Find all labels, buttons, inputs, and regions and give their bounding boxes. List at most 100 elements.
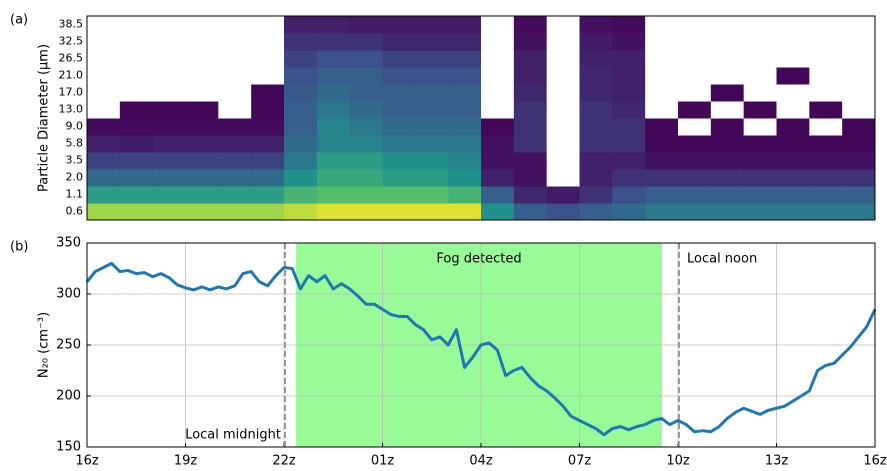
heat-cell <box>448 118 481 136</box>
heat-cell <box>350 135 383 153</box>
heat-cell <box>87 16 120 34</box>
heat-cell <box>678 33 711 51</box>
heat-cell <box>383 67 416 85</box>
heat-cell <box>218 33 251 51</box>
heat-cell <box>842 203 875 221</box>
heat-cell <box>809 203 842 221</box>
heat-cell <box>317 135 350 153</box>
heat-cell <box>87 84 120 102</box>
heat-cell <box>186 169 219 187</box>
y-tick-label: 250 <box>56 338 81 353</box>
y-tick-label: 1.1 <box>66 188 84 201</box>
heat-cell <box>251 169 284 187</box>
heat-cell <box>481 203 514 221</box>
heat-cell <box>744 84 777 102</box>
heat-cell <box>284 186 317 204</box>
heat-cell <box>87 186 120 204</box>
heat-cell <box>186 186 219 204</box>
heat-cell <box>251 186 284 204</box>
heat-cell <box>809 33 842 51</box>
heat-cell <box>186 84 219 102</box>
heat-cell <box>186 33 219 51</box>
heat-cell <box>350 152 383 170</box>
heat-cell <box>153 118 186 136</box>
heat-cell <box>251 33 284 51</box>
heat-cell <box>284 135 317 153</box>
heat-cell <box>383 186 416 204</box>
y-tick-label: 3.5 <box>66 154 84 167</box>
heat-cell <box>842 84 875 102</box>
heat-cell <box>744 118 777 136</box>
heat-cell <box>809 16 842 34</box>
heat-cell <box>448 152 481 170</box>
heat-cell <box>350 84 383 102</box>
heat-cell <box>514 16 547 34</box>
heat-cell <box>580 152 613 170</box>
heat-cell <box>514 203 547 221</box>
heat-cell <box>711 203 744 221</box>
heat-cell <box>317 203 350 221</box>
heat-cell <box>481 186 514 204</box>
heat-cell <box>218 50 251 68</box>
heat-cell <box>481 50 514 68</box>
heat-cell <box>645 84 678 102</box>
x-tick-label: 04z <box>469 454 493 468</box>
heat-cell <box>317 118 350 136</box>
heat-cell <box>317 169 350 187</box>
heat-cell <box>153 16 186 34</box>
heat-cell <box>547 84 580 102</box>
heat-cell <box>218 203 251 221</box>
heat-cell <box>284 101 317 119</box>
heat-cell <box>120 152 153 170</box>
heat-cell <box>153 84 186 102</box>
heat-cell <box>448 203 481 221</box>
heat-cell <box>777 16 810 34</box>
heat-cell <box>547 101 580 119</box>
panel-label: (a) <box>10 13 28 28</box>
heat-cell <box>284 152 317 170</box>
heat-cell <box>580 135 613 153</box>
heat-cell <box>415 50 448 68</box>
heat-cell <box>251 16 284 34</box>
heat-cell <box>448 186 481 204</box>
heat-cell <box>383 118 416 136</box>
heat-cell <box>186 16 219 34</box>
heat-cell <box>153 169 186 187</box>
heat-cell <box>744 50 777 68</box>
x-tick-label: 19z <box>174 454 198 468</box>
heat-cell <box>809 118 842 136</box>
heat-cell <box>612 203 645 221</box>
heat-cell <box>777 169 810 187</box>
heat-cell <box>186 67 219 85</box>
heat-cell <box>415 16 448 34</box>
heat-cell <box>678 101 711 119</box>
heat-cell <box>448 16 481 34</box>
heat-cell <box>87 101 120 119</box>
heat-cell <box>744 169 777 187</box>
heat-cell <box>678 67 711 85</box>
heat-cell <box>284 50 317 68</box>
heat-cell <box>580 203 613 221</box>
heat-cell <box>448 84 481 102</box>
heat-cell <box>415 33 448 51</box>
heat-cell <box>383 135 416 153</box>
y-axis-label: N₂₀ (cm⁻³) <box>37 312 52 378</box>
heat-cell <box>284 67 317 85</box>
heat-cell <box>317 50 350 68</box>
heat-cell <box>481 135 514 153</box>
heat-cell <box>448 101 481 119</box>
heat-cell <box>514 67 547 85</box>
heat-cell <box>448 33 481 51</box>
heat-cell <box>580 186 613 204</box>
heat-cell <box>251 152 284 170</box>
heat-cell <box>186 118 219 136</box>
heat-cell <box>120 118 153 136</box>
heat-cell <box>547 118 580 136</box>
heat-cell <box>514 118 547 136</box>
heat-cell <box>612 101 645 119</box>
heat-cell <box>284 16 317 34</box>
heat-cell <box>514 152 547 170</box>
heat-cell <box>415 67 448 85</box>
heat-cell <box>481 33 514 51</box>
heat-cell <box>809 101 842 119</box>
